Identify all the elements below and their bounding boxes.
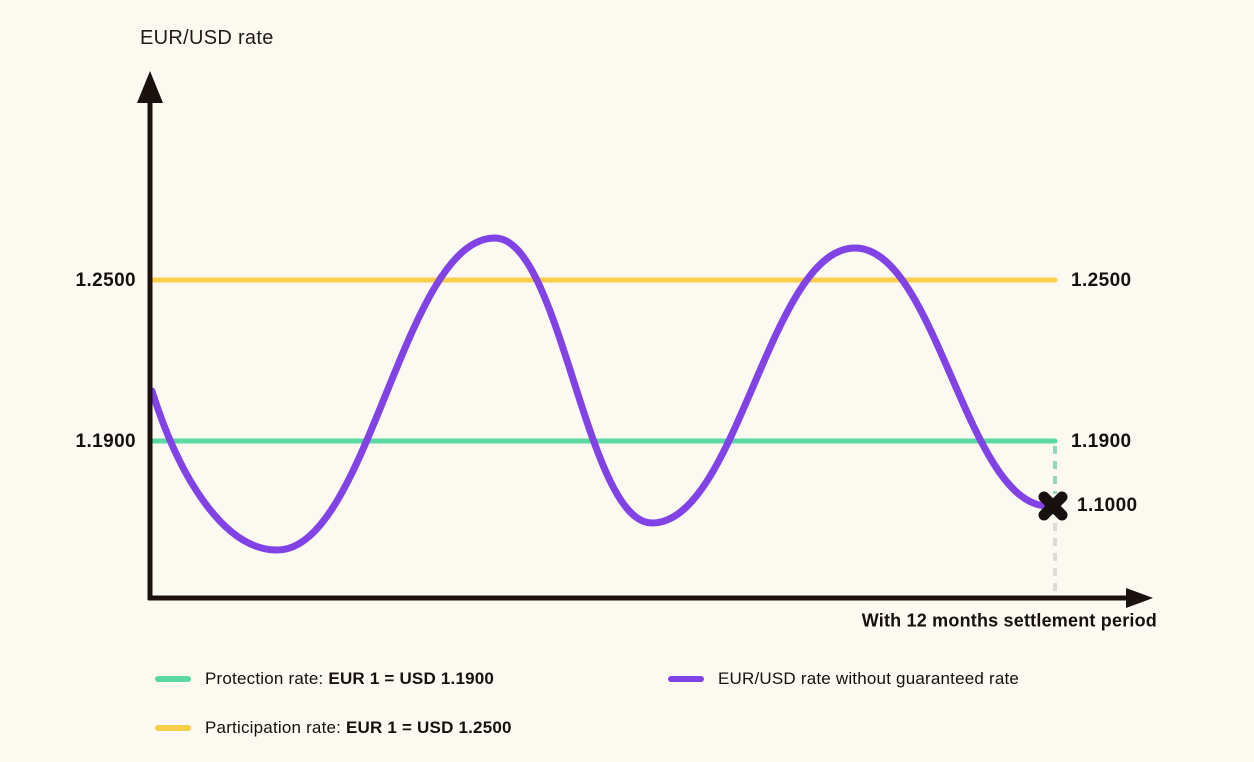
y-tick-left-1.2500: 1.2500 [75,270,136,291]
x-axis [148,588,1153,608]
legend-label: Participation rate: EUR 1 = USD 1.2500 [205,718,512,737]
y-tick-left-1.1900: 1.1900 [75,431,136,452]
legend-item-protection-rate: Protection rate: EUR 1 = USD 1.1900 [155,669,494,689]
legend-label: Protection rate: EUR 1 = USD 1.1900 [205,669,495,688]
legend-label: EUR/USD rate without guaranteed rate [718,669,1020,688]
y-tick-right-1.2500: 1.2500 [1071,270,1132,291]
end-marker-x [1038,491,1068,521]
y-tick-right-1.1000: 1.1000 [1077,495,1138,516]
y-axis [137,71,163,600]
legend-swatch [155,676,191,682]
chart-title: EUR/USD rate [140,27,274,49]
legend-item-eurusd-rate: EUR/USD rate without guaranteed rate [668,669,1019,689]
rate-curve [148,234,1052,554]
legend-item-participation-rate: Participation rate: EUR 1 = USD 1.2500 [155,718,512,738]
x-axis-label: With 12 months settlement period [861,610,1157,631]
legend-swatch [668,676,704,682]
y-tick-right-1.1900: 1.1900 [1071,431,1132,452]
y-axis-arrow-icon [137,71,163,103]
legend-swatch [155,725,191,731]
x-axis-arrow-icon [1126,588,1153,608]
